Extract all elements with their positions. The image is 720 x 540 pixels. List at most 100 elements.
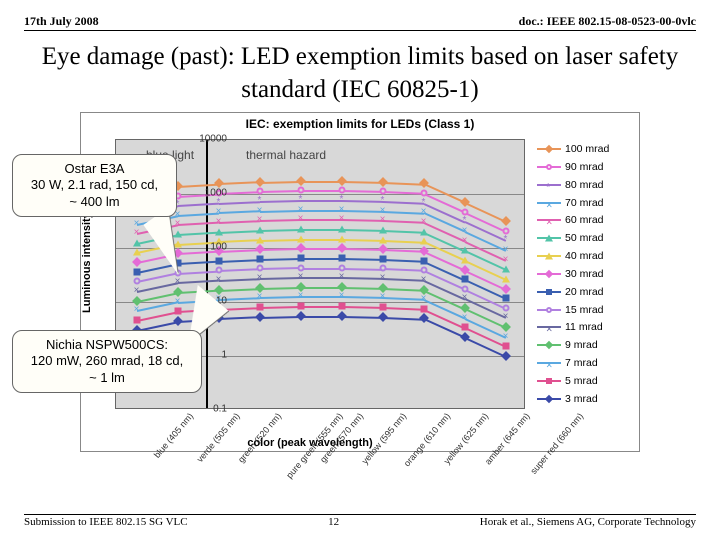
series-marker: [296, 243, 306, 253]
series-line: [423, 280, 465, 300]
legend-item: 3 mrad: [537, 392, 633, 406]
series-marker: [502, 227, 509, 234]
legend-label: 80 mrad: [565, 179, 604, 191]
series-line: [464, 308, 506, 329]
callout-line: ~ 1 lm: [23, 370, 191, 386]
series-marker: ×: [461, 294, 469, 302]
series-marker: ×: [133, 306, 141, 314]
series-marker: [255, 312, 265, 322]
series-line: [177, 270, 218, 274]
series-line: [259, 306, 300, 309]
series-marker: [379, 304, 386, 311]
series-marker: ×: [461, 314, 469, 322]
series-marker: [133, 316, 140, 323]
series-line: [301, 239, 342, 241]
series-marker: ×: [297, 273, 305, 281]
series-marker: [461, 247, 469, 254]
series-marker: ×: [297, 215, 305, 223]
series-line: [341, 229, 382, 232]
series-marker: ×: [379, 216, 387, 224]
series-marker: ×: [133, 287, 141, 295]
legend-swatch: [537, 166, 561, 168]
series-marker: ×: [338, 215, 346, 223]
series-line: [218, 268, 259, 272]
legend-item: 100 mrad: [537, 142, 633, 156]
series-line: [464, 279, 506, 300]
legend-label: 100 mrad: [565, 143, 609, 155]
y-tick: 1000: [205, 188, 227, 199]
legend-item: ×60 mrad: [537, 213, 633, 227]
series-marker: [379, 226, 387, 233]
y-tick: 10000: [199, 134, 227, 145]
series-marker: ×: [256, 274, 264, 282]
series-line: [382, 307, 423, 311]
series-marker: ×: [420, 295, 428, 303]
legend: 100 mrad90 mrad*80 mrad×70 mrad×60 mrad5…: [535, 139, 635, 409]
series-marker: [461, 276, 468, 283]
series-line: [423, 319, 465, 339]
series-line: [301, 277, 342, 279]
region-divider: [206, 140, 208, 408]
series-marker: [461, 208, 468, 215]
series-line: [464, 221, 506, 242]
series-marker: ×: [174, 278, 182, 286]
callout-line: 120 mW, 260 mrad, 18 cd,: [23, 353, 191, 369]
legend-swatch: [537, 309, 561, 311]
series-marker: [379, 255, 386, 262]
series-marker: [256, 304, 263, 311]
series-line: [341, 277, 382, 280]
footer-page: 12: [328, 516, 339, 528]
series-marker: [297, 225, 305, 232]
series-marker: [420, 305, 427, 312]
series-marker: [419, 314, 429, 324]
legend-item: ×11 mrad: [537, 320, 633, 334]
series-marker: [379, 265, 386, 272]
series-line: [218, 288, 259, 292]
legend-swatch: [537, 380, 561, 382]
series-marker: ×: [502, 256, 510, 264]
series-marker: [502, 343, 509, 350]
series-line: [423, 241, 465, 261]
series-line: [423, 212, 465, 232]
series-marker: [501, 284, 511, 294]
chart-title: IEC: exemption limits for LEDs (Class 1): [81, 117, 639, 131]
legend-item: 5 mrad: [537, 374, 633, 388]
series-marker: [502, 266, 510, 273]
series-line: [301, 268, 342, 270]
legend-swatch: [537, 273, 561, 275]
series-marker: ×: [338, 292, 346, 300]
series-line: [341, 181, 382, 184]
series-line: [218, 220, 259, 224]
series-marker: ×: [461, 237, 469, 245]
series-marker: [297, 264, 304, 271]
legend-label: 40 mrad: [565, 250, 604, 262]
series-line: [423, 193, 465, 213]
series-line: [259, 219, 300, 222]
series-marker: ×: [420, 276, 428, 284]
legend-item: ×7 mrad: [537, 356, 633, 370]
legend-item: 40 mrad: [537, 249, 633, 263]
callout-line: Ostar E3A: [23, 161, 166, 177]
series-marker: [338, 303, 345, 310]
series-marker: [338, 225, 346, 232]
series-line: [136, 273, 177, 284]
series-line: [259, 181, 300, 184]
series-marker: [338, 187, 345, 194]
legend-label: 50 mrad: [565, 232, 604, 244]
series-line: [301, 210, 342, 212]
legend-swatch: ×: [537, 202, 561, 204]
series-line: [341, 296, 382, 299]
series-line: [259, 268, 300, 271]
series-line: [259, 239, 300, 242]
legend-label: 3 mrad: [565, 393, 598, 405]
series-line: [301, 229, 342, 231]
series-marker: ×: [502, 333, 510, 341]
series-marker: [502, 295, 509, 302]
legend-swatch: [537, 255, 561, 257]
series-line: [301, 287, 342, 289]
series-line: [259, 316, 300, 319]
series-line: [301, 296, 342, 298]
series-line: [218, 317, 259, 321]
series-marker: ×: [297, 292, 305, 300]
series-line: [464, 327, 506, 348]
